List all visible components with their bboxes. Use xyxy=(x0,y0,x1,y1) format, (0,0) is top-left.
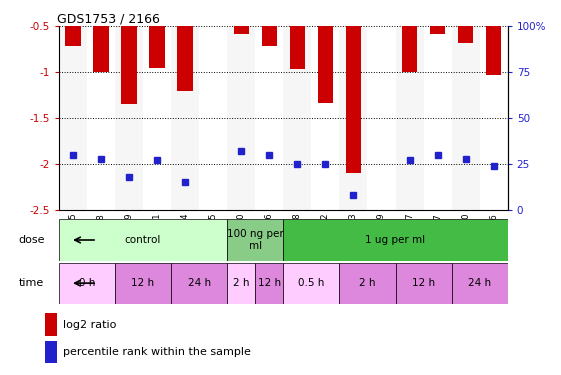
Text: 24 h: 24 h xyxy=(468,278,491,288)
Bar xyxy=(480,26,508,210)
Bar xyxy=(339,26,367,210)
Text: GDS1753 / 2166: GDS1753 / 2166 xyxy=(57,12,159,25)
Text: 100 ng per
ml: 100 ng per ml xyxy=(227,229,284,251)
Text: 1 ug per ml: 1 ug per ml xyxy=(365,235,426,245)
Bar xyxy=(227,26,255,210)
Text: control: control xyxy=(125,235,161,245)
Bar xyxy=(59,219,227,261)
Bar xyxy=(261,0,277,46)
Bar xyxy=(143,26,171,210)
Bar xyxy=(59,262,115,304)
Bar xyxy=(93,0,109,72)
Bar xyxy=(283,262,339,304)
Text: 12 h: 12 h xyxy=(131,278,155,288)
Bar xyxy=(346,0,361,173)
Bar xyxy=(289,0,305,69)
Text: 2 h: 2 h xyxy=(233,278,250,288)
Bar xyxy=(59,26,87,210)
Text: time: time xyxy=(19,278,44,288)
Bar xyxy=(402,0,417,72)
Bar xyxy=(45,314,57,336)
Bar xyxy=(65,0,81,46)
Bar xyxy=(311,26,339,210)
Bar xyxy=(87,26,115,210)
Text: 12 h: 12 h xyxy=(257,278,281,288)
Bar xyxy=(199,26,227,210)
Bar xyxy=(233,0,249,34)
Bar xyxy=(396,26,424,210)
Text: 12 h: 12 h xyxy=(412,278,435,288)
Bar xyxy=(255,262,283,304)
Bar xyxy=(424,26,452,210)
Bar xyxy=(367,26,396,210)
Bar xyxy=(458,0,473,43)
Text: log2 ratio: log2 ratio xyxy=(63,320,116,330)
Bar xyxy=(121,0,137,104)
Bar xyxy=(318,0,333,102)
Bar xyxy=(227,219,283,261)
Bar xyxy=(45,341,57,363)
Bar xyxy=(430,0,445,34)
Text: percentile rank within the sample: percentile rank within the sample xyxy=(63,347,251,357)
Bar xyxy=(171,262,227,304)
Text: 24 h: 24 h xyxy=(187,278,211,288)
Bar xyxy=(339,262,396,304)
Bar xyxy=(452,262,508,304)
Text: dose: dose xyxy=(19,235,45,245)
Bar xyxy=(115,262,171,304)
Text: 0.5 h: 0.5 h xyxy=(298,278,325,288)
Bar xyxy=(283,26,311,210)
Bar xyxy=(149,0,165,68)
Bar xyxy=(452,26,480,210)
Bar xyxy=(283,219,508,261)
Bar xyxy=(486,0,502,75)
Bar xyxy=(255,26,283,210)
Text: 0 h: 0 h xyxy=(79,278,95,288)
Bar xyxy=(177,0,193,91)
Bar xyxy=(396,262,452,304)
Text: 2 h: 2 h xyxy=(359,278,376,288)
Bar xyxy=(171,26,199,210)
Bar xyxy=(227,262,255,304)
Bar xyxy=(115,26,143,210)
